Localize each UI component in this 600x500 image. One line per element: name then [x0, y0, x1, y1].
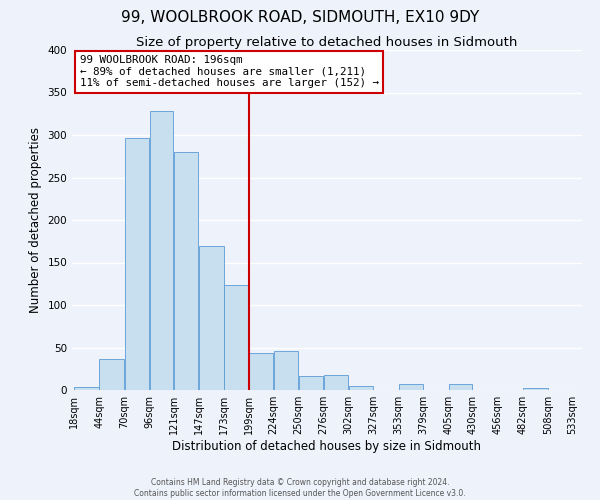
Bar: [100, 358, 124, 390]
X-axis label: Distribution of detached houses by size in Sidmouth: Distribution of detached houses by size …: [173, 440, 482, 453]
Bar: [250, 352, 273, 390]
Bar: [224, 286, 249, 390]
Bar: [324, 374, 349, 390]
Bar: [150, 111, 173, 390]
Text: 99 WOOLBROOK ROAD: 196sqm
← 89% of detached houses are smaller (1,211)
11% of se: 99 WOOLBROOK ROAD: 196sqm ← 89% of detac…: [80, 55, 379, 88]
Y-axis label: Number of detached properties: Number of detached properties: [29, 127, 42, 313]
Bar: [274, 351, 298, 390]
Bar: [449, 384, 472, 390]
Bar: [174, 152, 199, 390]
Bar: [299, 376, 323, 390]
Title: Size of property relative to detached houses in Sidmouth: Size of property relative to detached ho…: [136, 36, 518, 49]
Text: Contains HM Land Registry data © Crown copyright and database right 2024.
Contai: Contains HM Land Registry data © Crown c…: [134, 478, 466, 498]
Bar: [125, 138, 149, 390]
Bar: [74, 386, 99, 390]
Bar: [199, 246, 224, 390]
Bar: [523, 388, 548, 390]
Bar: [398, 384, 423, 390]
Bar: [349, 386, 373, 390]
Text: 99, WOOLBROOK ROAD, SIDMOUTH, EX10 9DY: 99, WOOLBROOK ROAD, SIDMOUTH, EX10 9DY: [121, 10, 479, 25]
